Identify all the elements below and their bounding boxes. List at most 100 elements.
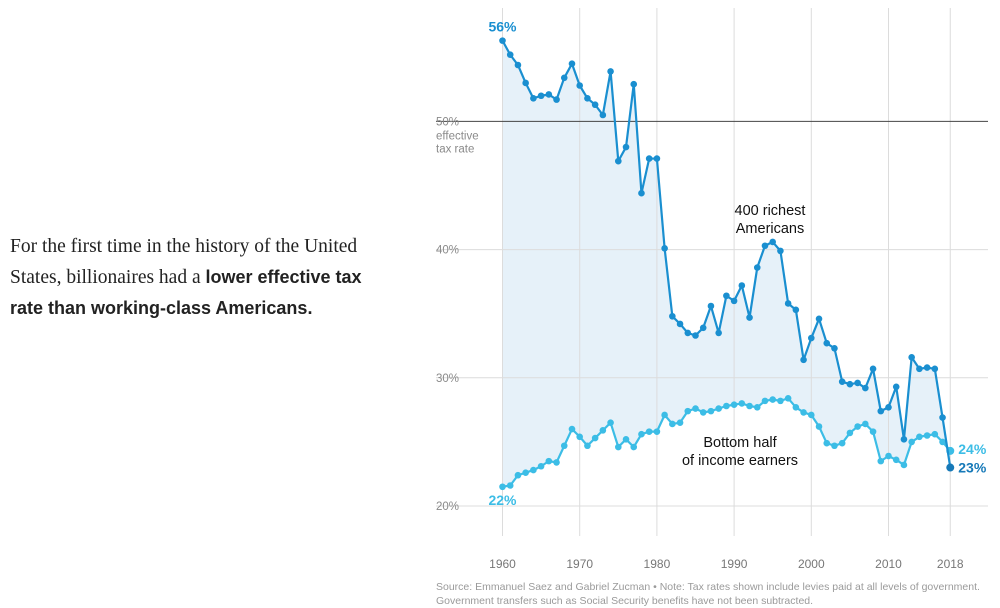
richest-point: [661, 245, 668, 252]
richest-point: [777, 247, 784, 255]
richest-point: [916, 365, 923, 373]
richest-point: [607, 68, 614, 75]
bottom-half-point: [838, 439, 846, 447]
bottom-half-point: [591, 434, 599, 442]
bottom-half-point: [916, 433, 923, 441]
x-tick-label: 1990: [721, 557, 748, 571]
richest-point: [730, 297, 738, 305]
richest-point: [530, 95, 537, 102]
headline-bold-text: lower effective tax rate than working-cl…: [10, 267, 362, 318]
y-tick-label: 20%: [436, 501, 459, 513]
bottom-half-point: [900, 461, 908, 469]
x-tick-label: 1980: [644, 557, 671, 571]
headline-text: For the first time in the history of the…: [10, 236, 358, 288]
y-tick-label: 30%: [436, 373, 459, 385]
bottom-half-point: [738, 400, 746, 407]
richest-point: [831, 345, 838, 352]
richest-point: [506, 51, 514, 59]
richest-point: [499, 37, 506, 44]
bottom-half-point: [823, 439, 831, 447]
bottom-half-point: [792, 403, 800, 411]
bottom-half-point: [622, 436, 630, 443]
bottom-half-point: [676, 419, 684, 426]
bottom-half-point: [653, 428, 661, 435]
x-tick-label: 2010: [875, 557, 902, 571]
richest-end-label: 23%: [958, 460, 987, 476]
bottom-half-point: [584, 442, 591, 450]
bottom-half-point: [854, 423, 861, 430]
richest-point: [846, 380, 854, 388]
bottom-half-end-label: 24%: [958, 441, 987, 457]
gap-area: [502, 40, 951, 487]
richest-point: [676, 320, 684, 328]
y-tick-label: 50%: [436, 116, 459, 128]
bottom-half-point: [707, 407, 715, 415]
richest-point: [946, 463, 955, 472]
bottom-half-series-label: Bottom half: [703, 435, 777, 451]
richest-point: [638, 189, 645, 197]
bottom-half-point: [753, 403, 761, 411]
richest-point: [769, 238, 776, 246]
bottom-half-point: [537, 462, 545, 470]
x-tick-label: 1970: [566, 557, 593, 571]
richest-series-label: Americans: [736, 221, 805, 237]
bottom-half-point: [514, 471, 522, 479]
bottom-half-point: [877, 457, 885, 465]
richest-point: [576, 82, 583, 89]
richest-point: [923, 364, 931, 371]
bottom-half-point: [630, 443, 638, 451]
richest-point: [630, 80, 638, 88]
richest-point: [599, 111, 607, 119]
bottom-half-point: [846, 429, 854, 437]
richest-point: [615, 157, 622, 165]
bottom-half-point: [506, 482, 514, 489]
bottom-half-point: [499, 483, 506, 491]
reference-line-label: tax rate: [436, 143, 474, 155]
bottom-half-point: [784, 395, 792, 402]
y-tick-label: 40%: [436, 245, 459, 257]
bottom-half-point: [692, 405, 699, 412]
bottom-half-point: [939, 438, 946, 446]
richest-point: [862, 384, 869, 392]
x-tick-label: 1960: [489, 557, 516, 571]
richest-point: [746, 314, 753, 321]
richest-point: [823, 339, 831, 347]
bottom-half-point: [607, 419, 614, 426]
richest-point: [900, 436, 908, 443]
bottom-half-point: [831, 442, 838, 450]
bottom-half-point: [923, 432, 931, 439]
richest-point: [877, 407, 885, 415]
richest-point: [568, 60, 576, 68]
bottom-half-point: [715, 405, 722, 412]
bottom-half-point: [530, 466, 537, 474]
richest-point: [723, 292, 730, 300]
bottom-half-point: [862, 420, 869, 428]
richest-point: [715, 329, 722, 337]
bottom-half-point: [661, 411, 668, 419]
bottom-half-point: [699, 409, 707, 416]
x-tick-label: 2000: [798, 557, 825, 571]
richest-point: [684, 329, 692, 337]
reference-line-label: effective: [436, 130, 479, 142]
richest-point: [753, 264, 761, 271]
richest-point: [522, 79, 529, 87]
richest-point: [591, 101, 599, 109]
bottom-half-point: [815, 423, 823, 430]
richest-point: [869, 365, 877, 373]
bottom-half-point: [599, 427, 607, 434]
richest-point: [908, 353, 915, 361]
richest-point: [645, 155, 653, 162]
bottom-half-point: [800, 409, 807, 416]
bottom-half-point: [869, 428, 877, 435]
richest-point: [584, 95, 591, 102]
richest-point: [808, 334, 815, 342]
richest-point: [653, 155, 661, 162]
richest-point: [838, 378, 846, 385]
richest-point: [931, 365, 939, 373]
bottom-half-point: [746, 402, 753, 410]
richest-point: [545, 91, 553, 98]
source-note: Source: Emmanuel Saez and Gabriel Zucman…: [436, 581, 980, 607]
bottom-half-start-label: 22%: [488, 492, 517, 508]
richest-point: [784, 300, 792, 307]
